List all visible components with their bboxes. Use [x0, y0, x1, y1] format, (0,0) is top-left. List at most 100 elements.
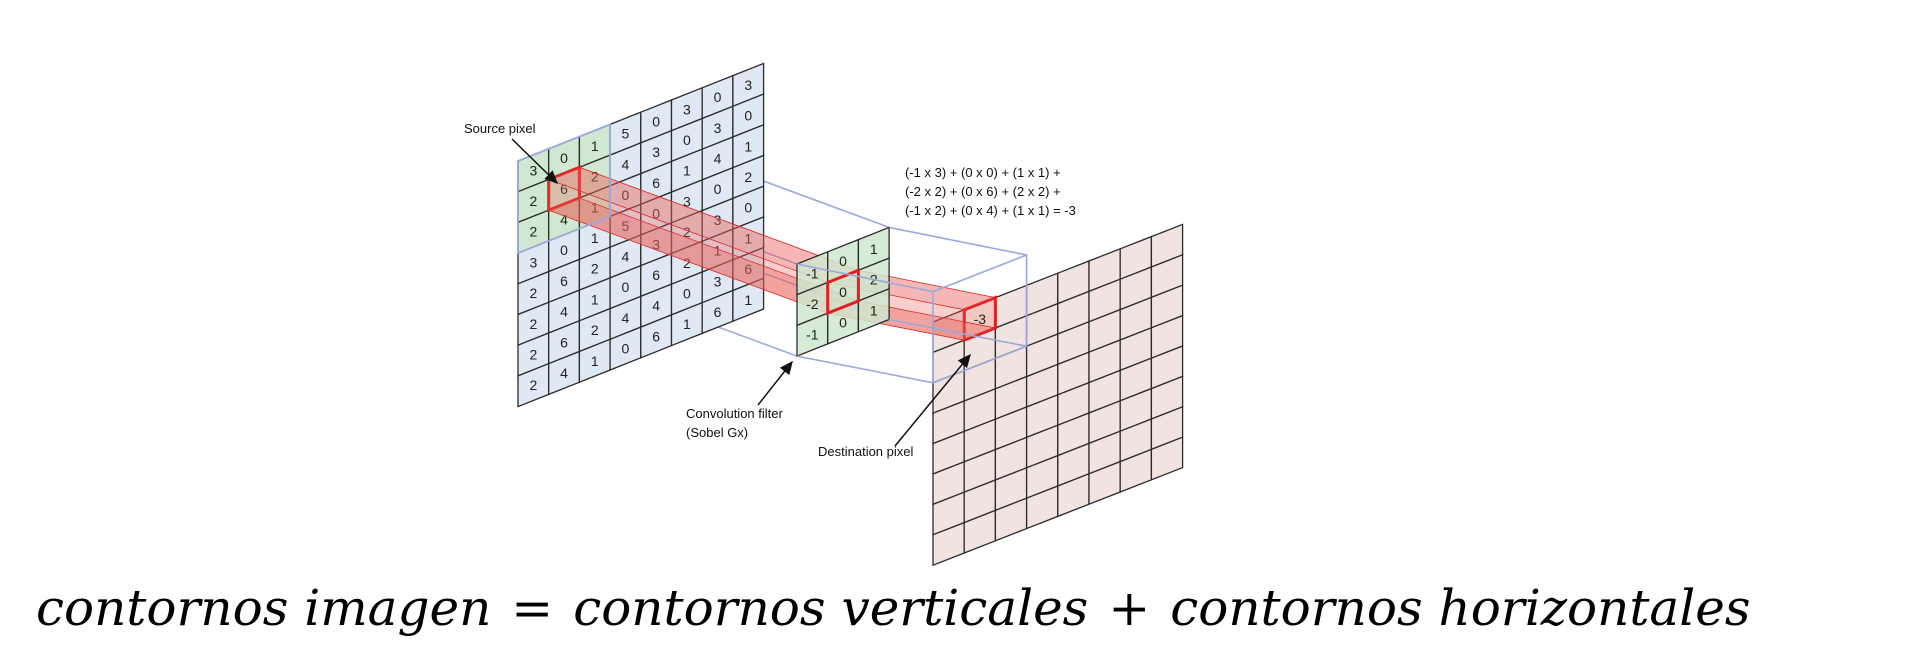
source-value-5-3: 0 — [622, 279, 630, 295]
source-value-1-4: 3 — [652, 144, 660, 160]
filter-value-0-2: 1 — [870, 241, 878, 257]
source-window-outline — [517, 123, 611, 255]
source-value-2-6: 4 — [714, 150, 722, 166]
source-value-7-0: 2 — [529, 377, 537, 393]
source-value-0-0: 3 — [529, 162, 537, 178]
projection-line-dst-0 — [796, 263, 934, 293]
source-value-3-1: 0 — [560, 242, 568, 258]
source-value-4-2: 2 — [591, 261, 599, 277]
projection-lines-front — [517, 123, 1028, 384]
source-value-1-5: 0 — [683, 132, 691, 148]
source-value-7-1: 4 — [560, 365, 568, 381]
filter-value-0-0: -1 — [806, 265, 819, 281]
source-value-7-7: 1 — [744, 292, 752, 308]
source-value-7-3: 0 — [622, 341, 630, 357]
source-value-6-0: 2 — [529, 346, 537, 362]
filter-value-2-2: 1 — [870, 302, 878, 318]
source-value-0-7: 3 — [744, 77, 752, 93]
source-value-3-3: 5 — [622, 218, 630, 234]
source-value-4-7: 0 — [744, 200, 752, 216]
source-value-5-0: 2 — [529, 316, 537, 332]
source-value-5-1: 4 — [560, 304, 568, 320]
equation-term-vertical: contornos verticales — [573, 579, 1089, 637]
source-value-3-5: 3 — [683, 193, 691, 209]
filter-value-1-1: 0 — [839, 284, 847, 300]
equation-equals: = — [511, 579, 554, 637]
source-value-7-2: 1 — [591, 353, 599, 369]
source-value-4-0: 2 — [529, 285, 537, 301]
source-value-7-5: 1 — [683, 316, 691, 332]
filter-label-line2: (Sobel Gx) — [686, 425, 748, 440]
source-cell-7-7 — [732, 277, 765, 323]
projection-line-dst-2 — [888, 318, 1027, 347]
source-value-4-1: 6 — [560, 273, 568, 289]
source-value-2-3: 0 — [622, 187, 630, 203]
formula-line-3: (-1 x 2) + (0 x 4) + (1 x 1) = -3 — [905, 203, 1076, 218]
convolution-filter-grid: -101-202-101 — [796, 226, 890, 358]
source-pixel-label: Source pixel — [464, 121, 536, 136]
equation-plus: + — [1108, 579, 1151, 637]
source-value-1-1: 6 — [560, 181, 568, 197]
source-value-7-6: 6 — [714, 304, 722, 320]
projection-line-dst-1 — [888, 226, 1027, 256]
source-value-5-4: 6 — [652, 267, 660, 283]
source-value-3-4: 0 — [652, 206, 660, 222]
source-value-1-0: 2 — [529, 193, 537, 209]
source-value-5-6: 1 — [714, 243, 722, 259]
source-value-0-1: 0 — [560, 150, 568, 166]
source-value-2-7: 1 — [744, 138, 752, 154]
source-value-2-0: 2 — [529, 224, 537, 240]
destination-image-grid: -3 — [932, 223, 1184, 567]
source-value-0-2: 1 — [591, 138, 599, 154]
source-value-5-5: 2 — [683, 255, 691, 271]
source-value-6-5: 0 — [683, 285, 691, 301]
source-value-4-6: 3 — [714, 212, 722, 228]
source-value-2-4: 6 — [652, 175, 660, 191]
source-value-3-6: 0 — [714, 181, 722, 197]
source-value-6-2: 2 — [591, 322, 599, 338]
source-value-6-6: 3 — [714, 273, 722, 289]
source-value-5-2: 1 — [591, 291, 599, 307]
edge-equation: contornos imagen = contornos verticales + co… — [36, 568, 1896, 658]
source-value-6-3: 4 — [622, 310, 630, 326]
dest-cell-7-7 — [1150, 436, 1184, 481]
source-value-0-3: 5 — [622, 126, 630, 142]
source-pixel-arrow — [511, 138, 559, 185]
filter-value-0-1: 0 — [839, 253, 847, 269]
source-value-1-7: 0 — [744, 108, 752, 124]
filter-value-2-0: -1 — [806, 327, 819, 343]
formula-line-1: (-1 x 3) + (0 x 0) + (1 x 1) + — [905, 165, 1061, 180]
filter-value-2-1: 0 — [839, 314, 847, 330]
formula-line-2: (-2 x 2) + (0 x 6) + (2 x 2) + — [905, 184, 1061, 199]
dest-window-outline — [932, 253, 1028, 384]
filter-arrow — [757, 360, 793, 406]
source-value-5-7: 1 — [744, 230, 752, 246]
source-value-6-7: 6 — [744, 261, 752, 277]
source-value-4-4: 3 — [652, 236, 660, 252]
source-value-6-4: 4 — [652, 298, 660, 314]
source-value-6-1: 6 — [560, 334, 568, 350]
source-value-4-3: 4 — [622, 248, 630, 264]
source-value-0-5: 3 — [683, 101, 691, 117]
source-value-2-1: 4 — [560, 211, 568, 227]
source-value-2-2: 1 — [591, 199, 599, 215]
beam-src-filter-side — [548, 179, 828, 314]
source-value-1-6: 3 — [714, 120, 722, 136]
source-value-3-7: 2 — [744, 169, 752, 185]
destination-pixel-arrow — [894, 353, 971, 447]
projection-line-dst-3 — [796, 355, 934, 384]
source-value-7-4: 6 — [652, 328, 660, 344]
filter-value-1-0: -2 — [806, 296, 819, 312]
equation-lhs: contornos imagen — [36, 579, 492, 637]
filter-label-line1: Convolution filter — [686, 406, 783, 421]
source-value-2-5: 1 — [683, 163, 691, 179]
source-value-1-2: 2 — [591, 169, 599, 185]
source-value-4-5: 2 — [683, 224, 691, 240]
source-value-3-2: 1 — [591, 230, 599, 246]
equation-term-horizontal: contornos horizontales — [1170, 579, 1751, 637]
source-value-0-4: 0 — [652, 113, 660, 129]
destination-pixel-value: -3 — [974, 311, 987, 327]
source-value-0-6: 0 — [714, 89, 722, 105]
source-value-1-3: 4 — [622, 156, 630, 172]
